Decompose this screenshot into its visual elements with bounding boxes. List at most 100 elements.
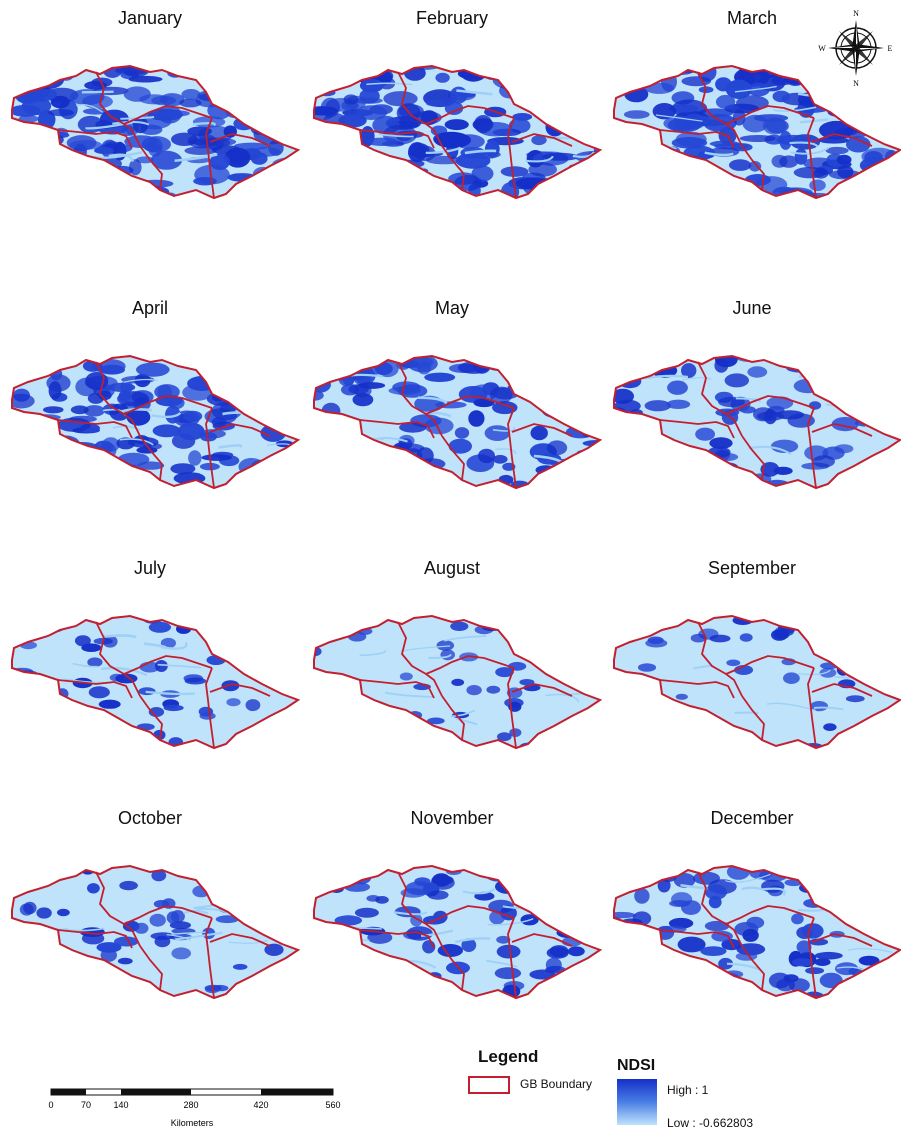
region-fill: [314, 356, 600, 488]
ndsi-high-label: High : 1: [667, 1083, 709, 1097]
district-boundary: [95, 621, 141, 697]
district-boundary: [139, 145, 163, 191]
compass-north-label: N: [853, 9, 859, 18]
district-boundary: [397, 361, 443, 437]
scale-bar: 0 70 140 280 420 560 Kilometers: [48, 1088, 341, 1128]
district-boundary: [507, 407, 517, 489]
district-boundary: [95, 71, 141, 147]
district-boundary: [659, 679, 735, 699]
map-panel: January: [0, 0, 300, 220]
district-boundary: [209, 933, 271, 947]
district-boundary: [57, 929, 133, 949]
district-boundary: [697, 621, 743, 697]
map-panel: October: [0, 800, 300, 1020]
district-boundary: [725, 905, 815, 925]
district-boundary: [807, 667, 817, 749]
month-title: December: [710, 808, 794, 828]
district-boundary: [811, 133, 873, 147]
ndsi-title: NDSI: [617, 1057, 656, 1074]
district-boundary: [123, 655, 213, 675]
district-boundary: [205, 407, 215, 489]
district-boundary: [57, 679, 133, 699]
ndsi-map: [11, 64, 300, 200]
map-panel: June: [602, 290, 901, 510]
district-boundary: [807, 407, 817, 489]
district-boundary: [205, 667, 215, 749]
scale-tick-label: 420: [253, 1100, 268, 1110]
compass-south-label: N: [853, 79, 859, 88]
district-boundary: [741, 945, 765, 991]
compass-east-label: E: [888, 44, 893, 53]
scale-tick-label: 560: [325, 1100, 340, 1110]
district-boundary: [123, 105, 213, 125]
district-boundary: [139, 945, 163, 991]
district-boundary: [811, 683, 873, 697]
map-panel: September: [602, 550, 901, 770]
district-boundary: [205, 917, 215, 999]
district-boundary: [741, 695, 765, 741]
month-title: January: [117, 8, 183, 28]
district-boundary: [725, 105, 815, 125]
district-boundary: [507, 667, 517, 749]
map-panel: April: [0, 290, 300, 510]
scale-ticks: 0 70 140 280 420 560: [48, 1100, 340, 1110]
district-boundary: [209, 423, 271, 437]
district-boundary: [511, 683, 573, 697]
district-boundary: [511, 933, 573, 947]
district-boundary: [57, 419, 133, 439]
district-boundary: [811, 423, 873, 437]
district-boundary: [425, 395, 515, 415]
map-panel: May: [302, 290, 602, 510]
month-title: May: [434, 298, 469, 318]
district-boundary: [209, 683, 271, 697]
month-title: March: [726, 8, 777, 28]
district-boundary: [507, 117, 517, 199]
compass-rose-icon: N N E W: [818, 9, 893, 88]
gb-boundary-swatch: [468, 1076, 510, 1094]
ndsi-low-label: Low : -0.662803: [667, 1116, 754, 1130]
district-boundary: [441, 695, 465, 741]
district-boundary: [511, 423, 573, 437]
month-title: November: [410, 808, 494, 828]
ndsi-map: [11, 614, 300, 750]
ndsi-map: [613, 614, 901, 750]
scale-tick-label: 140: [113, 1100, 128, 1110]
district-boundary: [441, 145, 465, 191]
month-title: July: [133, 558, 166, 578]
ndsi-map: [11, 354, 300, 490]
map-panel: November: [302, 800, 602, 1020]
scale-tick-label: 70: [81, 1100, 91, 1110]
district-boundary: [807, 117, 817, 199]
legend-title: Legend: [478, 1047, 539, 1066]
compass-west-label: W: [818, 44, 826, 53]
district-boundary: [425, 655, 515, 675]
map-panel: March: [602, 0, 901, 220]
ndsi-map: [11, 864, 300, 1000]
district-boundary: [811, 933, 873, 947]
gb-boundary-label: GB Boundary: [520, 1077, 593, 1091]
ndsi-map: [313, 354, 602, 490]
ndsi-map: [313, 614, 602, 750]
ndsi-map: [613, 64, 901, 200]
month-title: June: [732, 298, 772, 318]
district-boundary: [397, 871, 443, 947]
district-boundary: [697, 871, 743, 947]
scale-tick-label: 0: [48, 1100, 53, 1110]
district-boundary: [95, 361, 141, 437]
district-boundary: [697, 361, 743, 437]
district-boundary: [741, 145, 765, 191]
district-boundary: [441, 435, 465, 481]
scale-unit-label: Kilometers: [171, 1118, 214, 1128]
district-boundary: [57, 129, 133, 149]
district-boundary: [659, 929, 735, 949]
district-boundary: [725, 655, 815, 675]
district-boundary: [697, 71, 743, 147]
month-title: August: [423, 558, 481, 578]
month-title: October: [117, 808, 183, 828]
region-fill: [12, 616, 298, 748]
district-boundary: [359, 129, 435, 149]
district-boundary: [659, 129, 735, 149]
region-fill: [12, 866, 298, 998]
district-boundary: [659, 419, 735, 439]
month-title: February: [415, 8, 489, 28]
